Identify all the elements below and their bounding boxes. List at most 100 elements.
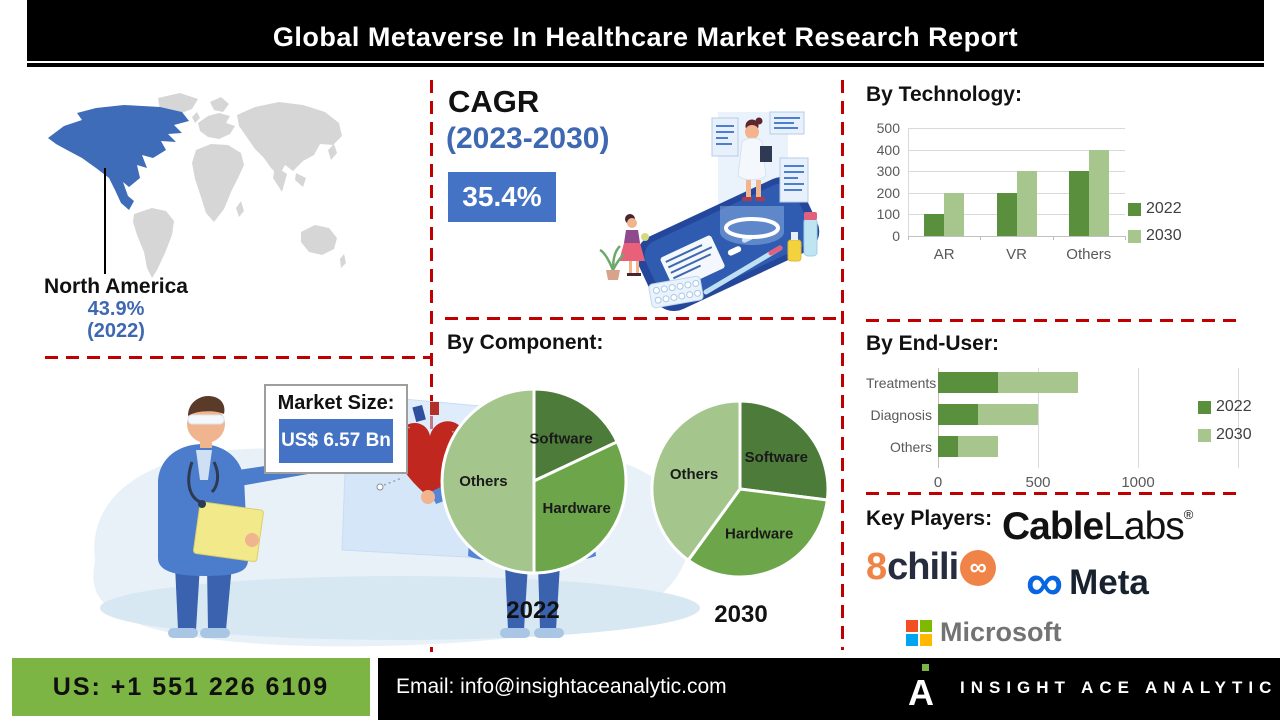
x-category-label: VR <box>1006 246 1027 263</box>
market-size-value-box: US$ 6.57 Bn <box>279 419 393 463</box>
banner-divider <box>27 61 1264 63</box>
meta-word: Meta <box>1069 563 1149 602</box>
y-axis-tick-label: 500 <box>876 120 900 136</box>
bar-Others-2022 <box>938 436 958 457</box>
x-axis-tick <box>980 236 982 240</box>
x-axis-tick <box>1052 236 1054 240</box>
legend-swatch <box>1198 401 1211 414</box>
cagr-heading: CAGR <box>448 84 540 119</box>
by-technology-chart: 0 100 200 300 400 500 AR VR Others 2022 2030 <box>866 118 1238 278</box>
bar-Others-2022 <box>1068 171 1089 236</box>
pie-slice-label: Software <box>745 449 808 466</box>
pie-slice-Software <box>738 399 830 502</box>
bar-Diagnosis-2022 <box>938 404 978 425</box>
footer-bar: Email: info@insightaceanalytic.com A INS… <box>378 658 1280 720</box>
cagr-period: (2023-2030) <box>446 122 610 155</box>
pie-slice-label: Others <box>459 473 507 490</box>
cablelabs-light: Labs <box>1103 505 1185 548</box>
x-axis-tick-label: 500 <box>1025 474 1051 491</box>
x-category-label: Others <box>1066 246 1112 263</box>
component-pie-2030: Software Hardware Others <box>650 399 830 579</box>
component-pie-2022: Software Hardware Others <box>440 387 628 575</box>
divider-center-horizontal <box>445 317 837 320</box>
phone-banner: US: +1 551 226 6109 <box>12 658 370 716</box>
market-size-label: Market Size: <box>277 392 395 414</box>
y-category-label: Diagnosis <box>870 407 932 423</box>
meta-logo: ∞ Meta <box>1026 557 1149 609</box>
pie-slice-Others <box>440 387 536 575</box>
pie-slice-Others <box>650 399 742 562</box>
plant <box>599 245 625 280</box>
ar-glasses <box>187 414 225 425</box>
8chili-digit: 8 <box>866 546 888 588</box>
y-axis-line <box>908 128 909 236</box>
y-axis-tick-label: 0 <box>892 228 900 244</box>
thermometer <box>703 245 783 295</box>
divider-right-horizontal-1 <box>866 319 1236 322</box>
gridline <box>908 236 1125 237</box>
by-component-heading: By Component: <box>447 331 604 354</box>
gridline <box>1138 368 1139 468</box>
map-leader-line <box>104 168 106 274</box>
brand-name: INSIGHT ACE ANALYTIC <box>960 678 1278 697</box>
cagr-value-box: 35.4% <box>448 172 556 222</box>
region-callout: North America 43.9% (2022) <box>36 275 196 343</box>
x-axis-tick-label: 1000 <box>1121 474 1155 491</box>
map-australia <box>301 225 337 255</box>
y-axis-tick-label: 200 <box>876 184 900 201</box>
legend-swatch <box>1128 230 1141 243</box>
legend-label: 2030 <box>1146 227 1182 244</box>
insight-ace-logo-icon: A <box>908 662 944 714</box>
divider-left-horizontal <box>45 356 430 359</box>
8chili-word: chili <box>887 546 959 588</box>
bar-AR-2030 <box>944 192 965 236</box>
region-name: North America <box>44 275 188 298</box>
x-axis-tick <box>1125 236 1126 240</box>
pie-slice-label: Software <box>529 430 592 447</box>
bar-Others-2030 <box>958 436 998 457</box>
title-banner: Global Metaverse In Healthcare Market Re… <box>27 0 1264 67</box>
map-north-america-highlight <box>48 105 189 210</box>
y-axis-tick-label: 300 <box>876 163 900 180</box>
bar-Others-2030 <box>1088 149 1109 236</box>
market-size-card: Market Size: US$ 6.57 Bn <box>264 384 408 474</box>
bar-Treatments-2022 <box>938 372 998 393</box>
microsoft-word: Microsoft <box>940 617 1062 647</box>
medicine-bottles <box>787 212 818 262</box>
phone-number: US: +1 551 226 6109 <box>52 672 330 701</box>
divider-vertical-right <box>841 80 844 650</box>
bar-VR-2022 <box>996 192 1017 236</box>
pie-slice-label: Hardware <box>543 500 611 517</box>
x-category-label: AR <box>933 246 955 263</box>
bar-Treatments-2030 <box>998 372 1078 393</box>
page-title: Global Metaverse In Healthcare Market Re… <box>272 22 1019 52</box>
doctor-figure <box>158 396 397 638</box>
key-players-heading: Key Players: <box>866 507 993 530</box>
x-axis-tick-label: 0 <box>933 474 943 491</box>
gridline <box>908 149 1125 151</box>
by-end-user-heading: By End-User: <box>866 332 1000 355</box>
pie-slice-label: Others <box>670 466 718 483</box>
bar-AR-2022 <box>924 214 945 236</box>
pie-year-2030: 2030 <box>714 601 768 628</box>
bar-VR-2030 <box>1016 171 1037 236</box>
8chili-infinity-icon: ∞ <box>960 549 997 586</box>
small-woman-figure <box>619 214 649 276</box>
gridline <box>1038 368 1039 468</box>
email-address: Email: info@insightaceanalytic.com <box>396 675 727 698</box>
cagr-value: 35.4% <box>462 181 542 212</box>
market-size-value: US$ 6.57 Bn <box>281 430 391 451</box>
legend-label: 2030 <box>1216 426 1252 443</box>
cablelabs-bold: Cable <box>1002 505 1104 548</box>
legend-swatch <box>1198 429 1211 442</box>
pill-blister-pack <box>648 275 704 309</box>
x-axis-tick <box>908 236 909 240</box>
healthcare-hologram-illustration <box>599 111 820 312</box>
pie-slice-Software <box>532 387 619 483</box>
brand-block: A INSIGHT ACE ANALYTIC <box>908 662 1277 714</box>
pie-slice-Hardware <box>686 487 829 579</box>
bar-Diagnosis-2030 <box>978 404 1038 425</box>
by-end-user-chart: Treatments Diagnosis Others 0 500 1000 2022 203… <box>866 368 1252 498</box>
pie-slice-Hardware <box>532 440 628 575</box>
